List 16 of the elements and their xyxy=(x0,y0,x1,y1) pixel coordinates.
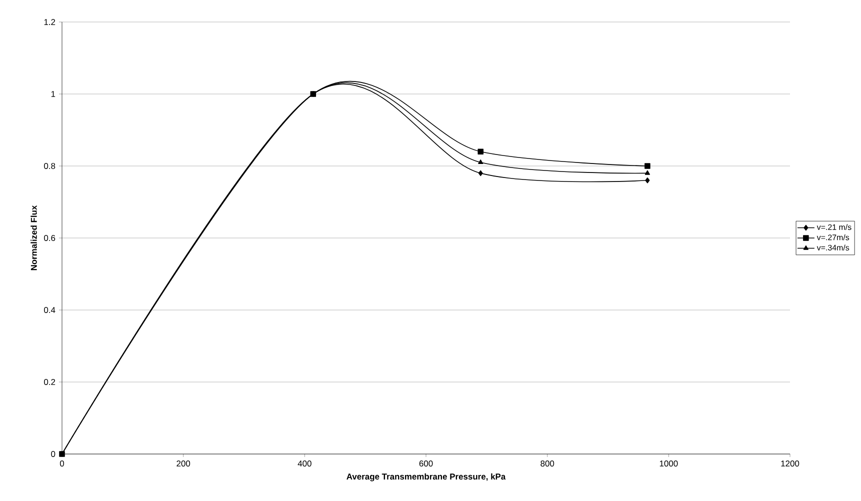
x-tick-label: 200 xyxy=(176,460,190,467)
y-tick-label: 0.2 xyxy=(44,379,56,385)
y-tick-label: 0.4 xyxy=(44,307,56,313)
x-tick-label: 1000 xyxy=(660,460,678,467)
y-tick-label: 1.2 xyxy=(44,19,56,25)
x-tick-label: 400 xyxy=(298,460,312,467)
y-tick-label: 0.8 xyxy=(44,163,56,169)
y-axis-title: Normalized Flux xyxy=(30,205,37,270)
x-tick-label: 600 xyxy=(419,460,433,467)
x-axis-title: Average Transmembrane Pressure, kPa xyxy=(346,473,506,482)
x-tick-label: 0 xyxy=(60,460,64,467)
y-tick-label: 0 xyxy=(51,451,56,457)
y-tick-label: 0.6 xyxy=(44,235,56,241)
y-tick-label: 1 xyxy=(51,91,56,97)
x-tick-label: 1200 xyxy=(781,460,800,467)
x-tick-label: 800 xyxy=(540,460,554,467)
